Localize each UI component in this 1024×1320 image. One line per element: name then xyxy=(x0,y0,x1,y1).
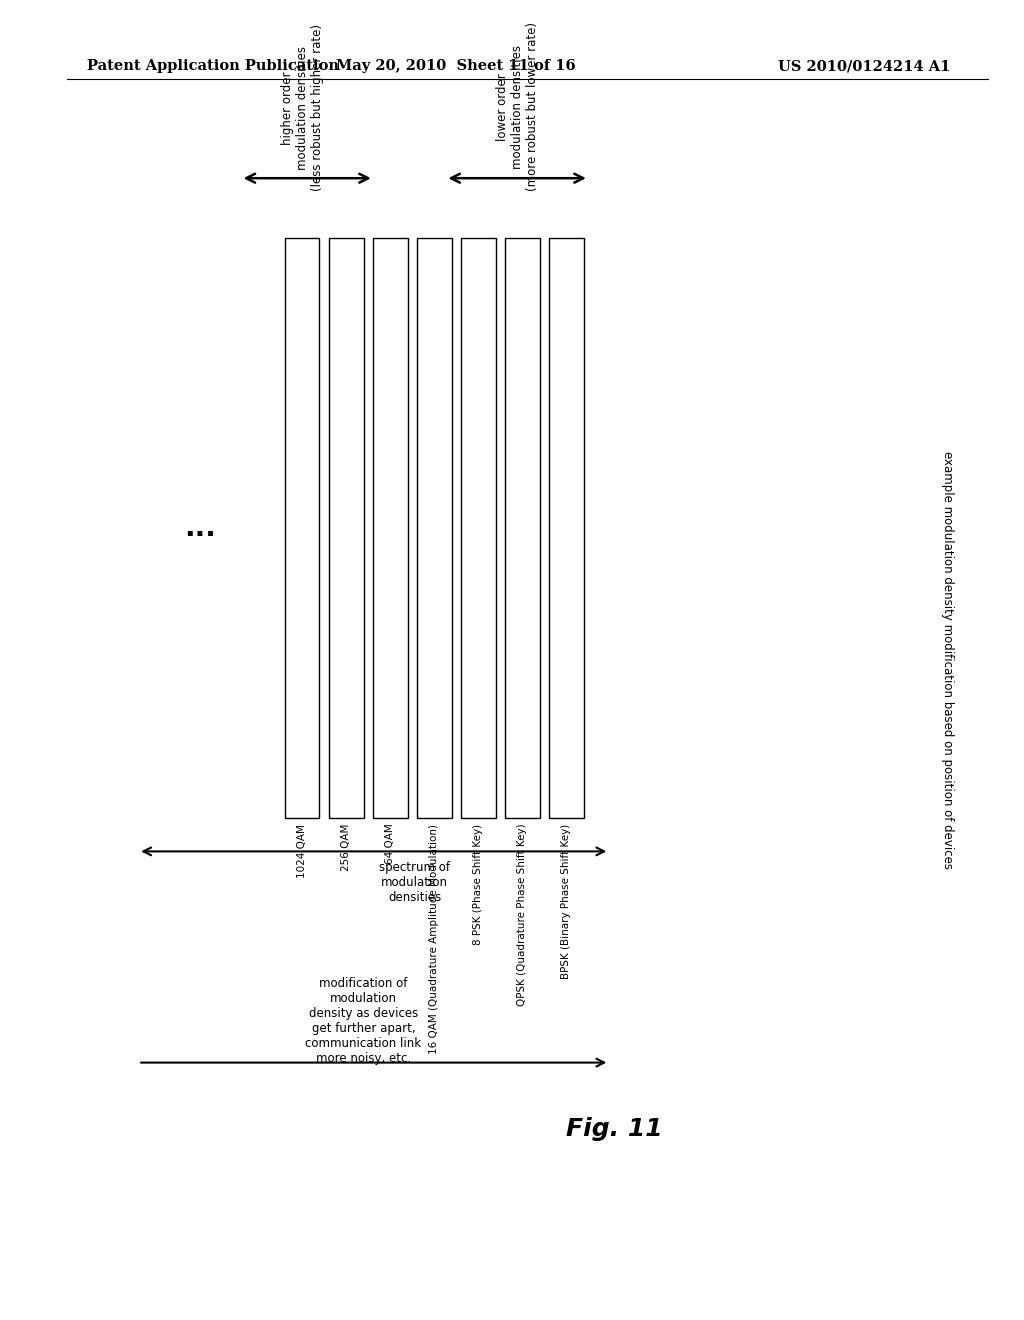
Text: 256 QAM: 256 QAM xyxy=(341,824,351,871)
Bar xyxy=(373,238,408,818)
Text: BPSK (Binary Phase Shift Key): BPSK (Binary Phase Shift Key) xyxy=(561,824,571,979)
Bar xyxy=(417,238,452,818)
Text: Patent Application Publication: Patent Application Publication xyxy=(87,59,339,74)
Text: Fig. 11: Fig. 11 xyxy=(566,1117,663,1140)
Text: 16 QAM (Quadrature Amplitude Modulation): 16 QAM (Quadrature Amplitude Modulation) xyxy=(429,824,439,1053)
Bar xyxy=(505,238,540,818)
Text: example modulation density modification based on position of devices: example modulation density modification … xyxy=(941,451,953,869)
Text: May 20, 2010  Sheet 11 of 16: May 20, 2010 Sheet 11 of 16 xyxy=(336,59,575,74)
Text: US 2010/0124214 A1: US 2010/0124214 A1 xyxy=(778,59,950,74)
Text: 64 QAM: 64 QAM xyxy=(385,824,395,865)
Text: 8 PSK (Phase Shift Key): 8 PSK (Phase Shift Key) xyxy=(473,824,483,945)
Bar xyxy=(461,238,496,818)
Text: lower order
modulation densities
(more robust but lower rate): lower order modulation densities (more r… xyxy=(496,22,539,191)
Bar xyxy=(285,238,319,818)
Text: modification of
modulation
density as devices
get further apart,
communication l: modification of modulation density as de… xyxy=(305,977,422,1065)
Text: higher order
modulation densities
(less robust but higher rate): higher order modulation densities (less … xyxy=(281,24,324,191)
Bar xyxy=(549,238,584,818)
Text: 1024 QAM: 1024 QAM xyxy=(297,824,307,878)
Text: QPSK (Quadrature Phase Shift Key): QPSK (Quadrature Phase Shift Key) xyxy=(517,824,527,1006)
Bar xyxy=(329,238,364,818)
Text: spectrum of
modulation
densities: spectrum of modulation densities xyxy=(379,861,451,904)
Text: ...: ... xyxy=(183,513,216,543)
